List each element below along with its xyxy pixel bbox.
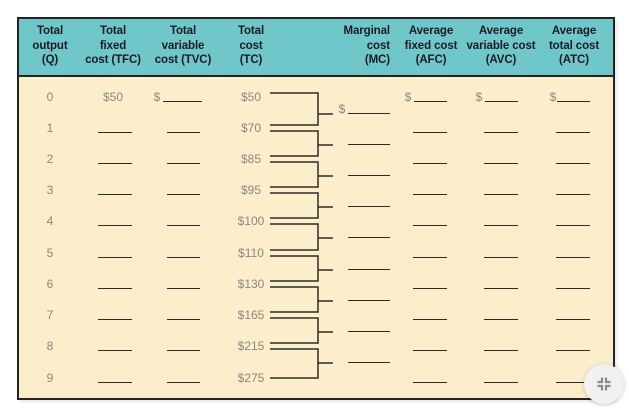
collapse-figure-button[interactable] <box>584 364 624 404</box>
table-header-band <box>19 19 613 77</box>
collapse-fullscreen-icon <box>597 377 611 391</box>
cost-schedule-figure <box>17 17 615 400</box>
